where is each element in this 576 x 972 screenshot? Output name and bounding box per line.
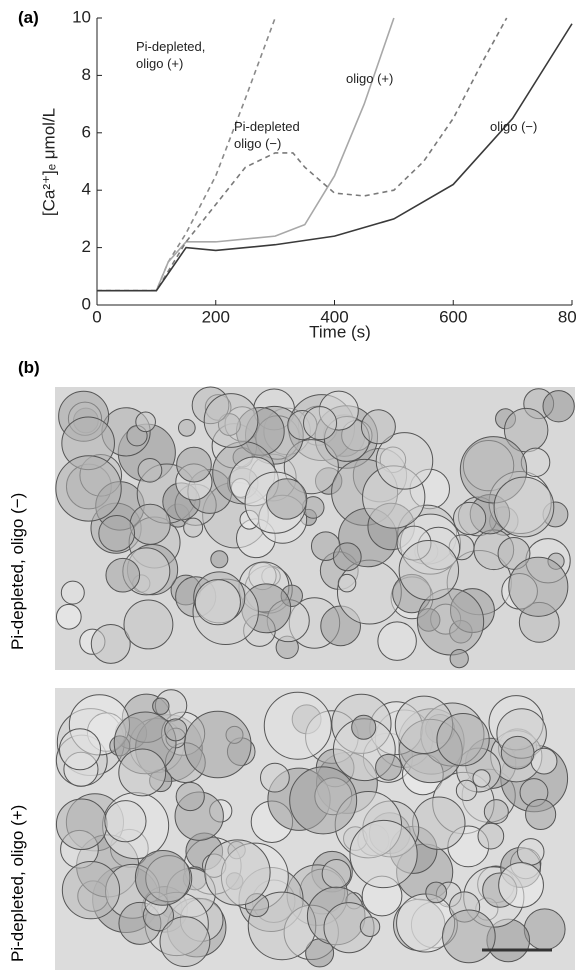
organelle <box>175 781 205 812</box>
organelle <box>159 916 211 967</box>
y-tick-label: 10 <box>72 7 91 26</box>
y-tick-label: 8 <box>82 65 91 84</box>
organelle <box>500 735 535 770</box>
organelle <box>530 747 558 775</box>
organelle <box>123 599 174 650</box>
organelle <box>517 838 545 866</box>
organelle <box>498 862 544 908</box>
y-tick-label: 6 <box>82 122 91 141</box>
organelle <box>164 718 188 742</box>
organelle <box>375 753 402 781</box>
organelle <box>60 580 85 605</box>
organelle <box>472 769 491 788</box>
organelle <box>129 503 171 545</box>
organelle <box>321 858 352 889</box>
series-annotation: oligo (−) <box>490 119 538 134</box>
organelle <box>359 916 381 937</box>
x-axis-label: Time (s) <box>309 322 371 341</box>
y-tick-label: 0 <box>82 294 91 313</box>
organelle <box>455 779 478 802</box>
organelle <box>360 409 396 445</box>
organelle <box>265 478 308 520</box>
organelle <box>332 542 362 572</box>
organelle <box>176 446 212 483</box>
organelle <box>452 501 487 536</box>
organelle <box>61 861 121 920</box>
organelle <box>375 432 434 490</box>
organelle <box>259 762 290 793</box>
y-tick-label: 4 <box>82 180 91 199</box>
organelle <box>337 573 357 593</box>
x-tick-label: 200 <box>202 307 230 326</box>
organelle <box>477 822 505 850</box>
organelle <box>98 514 136 552</box>
organelle <box>152 697 170 715</box>
y-tick-label: 2 <box>82 237 91 256</box>
organelle <box>289 766 358 835</box>
organelle <box>425 881 448 904</box>
organelle <box>118 748 167 797</box>
organelle <box>412 796 466 850</box>
series-line <box>97 23 573 292</box>
panel-label: (b) <box>18 358 40 377</box>
micrograph-texture <box>55 386 575 968</box>
organelle <box>204 839 271 906</box>
panel-label: (a) <box>18 8 39 27</box>
micrograph-label: Pi-depleted, oligo (−) <box>8 492 27 650</box>
organelle <box>377 621 417 661</box>
organelle <box>194 579 241 626</box>
x-tick-label: 400 <box>320 307 348 326</box>
series-annotation: Pi-depleted oligo (−) <box>234 119 300 151</box>
organelle <box>135 411 156 433</box>
organelle <box>210 550 229 569</box>
organelle <box>177 418 196 437</box>
organelle <box>283 439 339 495</box>
organelle <box>523 908 566 951</box>
organelle <box>351 714 377 740</box>
organelle <box>398 540 460 601</box>
series-line <box>97 17 395 292</box>
organelle <box>493 476 555 538</box>
organelle <box>203 393 259 448</box>
organelle <box>55 603 82 630</box>
organelle <box>58 728 102 771</box>
x-tick-label: 0 <box>92 307 101 326</box>
organelle <box>183 517 204 538</box>
micrograph-label: Pi-depleted, oligo (+) <box>8 804 27 962</box>
y-axis-label: [Ca²⁺]ₑ μmol/L <box>39 108 58 216</box>
organelle <box>542 390 575 423</box>
series-line <box>97 17 508 292</box>
x-tick-label: 800 <box>558 307 576 326</box>
organelle <box>349 819 418 889</box>
x-tick-label: 600 <box>439 307 467 326</box>
organelle <box>55 455 122 522</box>
organelle <box>508 556 569 617</box>
organelle <box>105 557 141 593</box>
series-annotation: Pi-depleted, oligo (+) <box>136 39 206 71</box>
organelle <box>137 457 163 483</box>
organelle <box>442 909 496 964</box>
organelle <box>303 406 338 441</box>
organelle <box>483 799 509 825</box>
organelle <box>449 648 469 669</box>
series-annotation: oligo (+) <box>346 71 394 86</box>
organelle <box>55 798 108 851</box>
organelle <box>525 798 557 831</box>
organelle <box>90 623 131 664</box>
organelle <box>183 710 252 779</box>
organelle <box>263 691 332 760</box>
organelle <box>134 850 191 906</box>
organelle <box>436 712 490 767</box>
organelle <box>104 800 147 843</box>
